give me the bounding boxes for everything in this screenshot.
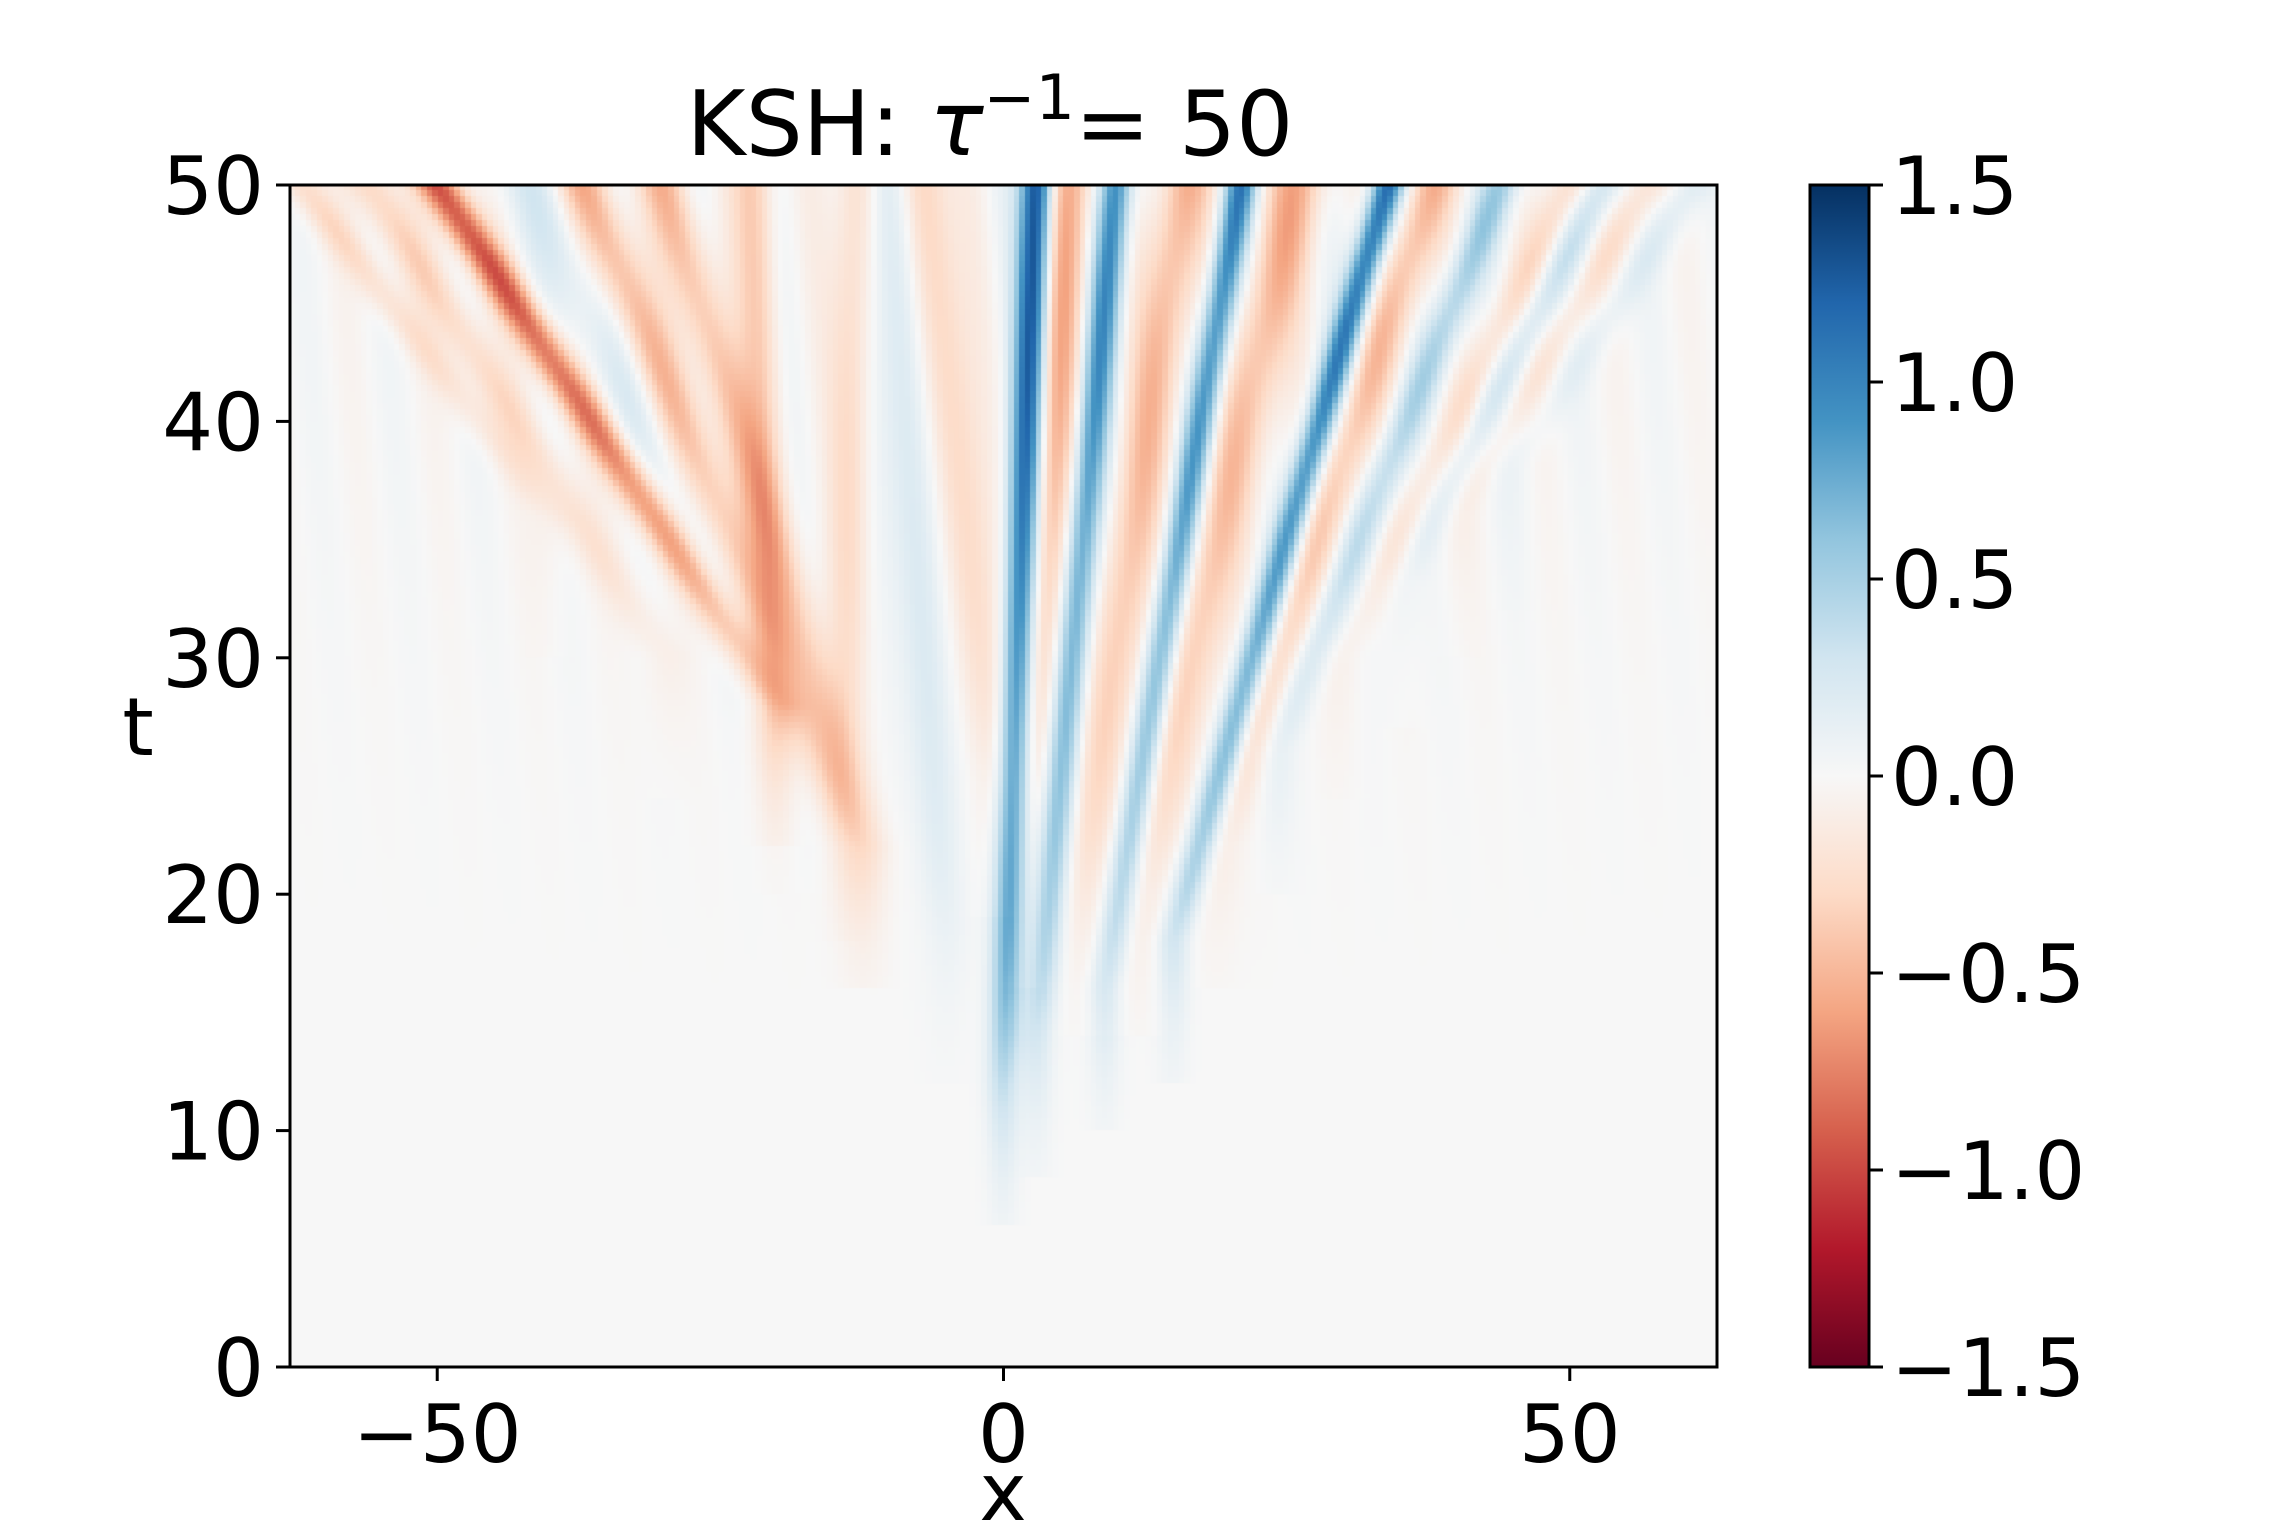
y-tick-label: 10 — [162, 1086, 264, 1179]
colorbar-tick-label: −1.0 — [1891, 1125, 2085, 1218]
chart-title-prefix: KSH: — [687, 72, 930, 177]
colorbar-tick-label: 1.5 — [1891, 140, 2018, 233]
y-tick-label: 40 — [162, 376, 264, 469]
y-axis-ticks: 0 10 20 30 40 50 — [162, 140, 290, 1415]
y-tick-label: 0 — [213, 1322, 264, 1415]
colorbar-gradient — [1810, 185, 1869, 1367]
colorbar-ticks: −1.5 −1.0 −0.5 0.0 0.5 1.0 1.5 — [1869, 140, 2085, 1415]
chart-title-exponent: −1 — [984, 61, 1075, 134]
colorbar-tick-label: 0.0 — [1891, 731, 2018, 824]
heatmap-area — [288, 183, 1719, 1369]
colorbar-tick-label: 0.5 — [1891, 534, 2018, 627]
colorbar-tick-label: 1.0 — [1891, 337, 2018, 430]
chart-title: KSH: τ−1= 50 — [687, 61, 1294, 177]
x-tick-label: 50 — [1519, 1388, 1621, 1481]
y-axis-label: t — [122, 681, 153, 774]
colorbar: −1.5 −1.0 −0.5 0.0 0.5 1.0 1.5 — [1808, 140, 2085, 1415]
x-tick-label: 0 — [978, 1388, 1029, 1481]
heatmap-image — [290, 185, 1717, 1367]
y-tick-label: 30 — [162, 613, 264, 706]
colorbar-tick-label: −1.5 — [1891, 1322, 2085, 1415]
chart-title-suffix: = 50 — [1075, 72, 1294, 177]
x-axis-label: x — [979, 1446, 1026, 1524]
x-tick-label: −50 — [353, 1388, 522, 1481]
colorbar-tick-label: −0.5 — [1891, 928, 2085, 1021]
y-tick-label: 20 — [162, 849, 264, 942]
chart-title-tau: τ — [929, 72, 984, 177]
y-tick-label: 50 — [162, 140, 264, 233]
x-axis-ticks: −50 0 50 — [353, 1367, 1621, 1481]
